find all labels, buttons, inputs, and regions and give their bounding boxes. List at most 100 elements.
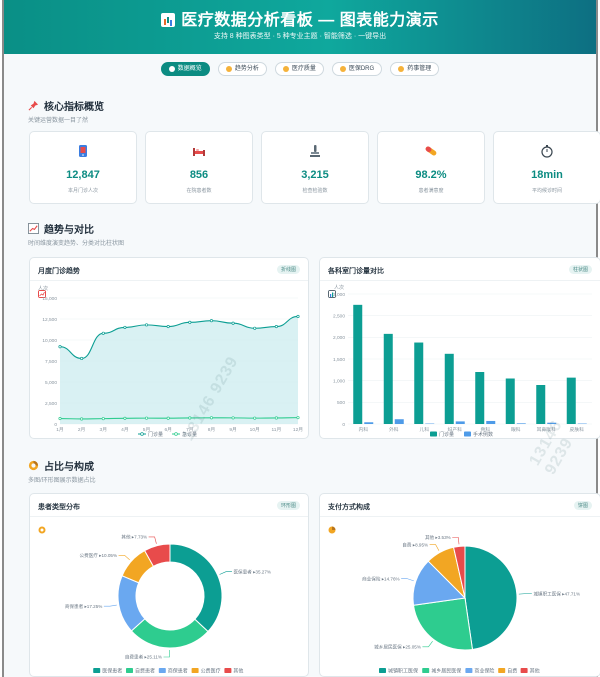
data-point [253, 326, 257, 330]
chart-type-tag[interactable]: 饼图 [573, 501, 592, 510]
bar [536, 385, 546, 424]
chart-type-tag[interactable]: 环形图 [276, 501, 300, 510]
data-point [123, 325, 127, 329]
legend-label: 手术例数 [473, 431, 493, 438]
tab-quality[interactable]: 医疗质量 [274, 62, 324, 76]
kpi-label: 本月门诊人次 [67, 188, 98, 194]
data-point [123, 416, 127, 420]
data-point [58, 416, 62, 421]
pie-slice [169, 543, 223, 633]
bar [414, 342, 424, 424]
label-leader [452, 537, 460, 545]
section-title-core: 核心指标概览 [28, 98, 104, 113]
data-point [231, 416, 235, 420]
kpi-label: 平均候诊时间 [531, 188, 562, 194]
label-leader [422, 641, 433, 648]
y-tick-label: 0 [342, 422, 345, 428]
y-tick-label: 2,500 [333, 313, 345, 319]
legend-swatch [422, 668, 430, 673]
legend-swatch [430, 431, 437, 437]
tab-label: 药事管理 [407, 66, 432, 72]
panel-department-bar: 各科室门诊量对比 柱状图 人次 0 500 1,000 1,500 2,000 2,500 3… [319, 257, 600, 439]
panel-divider [30, 280, 308, 281]
legend-swatch [158, 668, 166, 673]
data-point [144, 323, 149, 327]
kpi-label: 检查检验数 [302, 188, 328, 194]
panel-patient-type: 患者类型分布 环形图 医保患者 ▸35.27% 自费患者 ▸25.11% 商保患者 … [29, 493, 309, 677]
x-tick-label: 皮肤科 [570, 426, 585, 433]
y-tick-label: 15,000 [42, 296, 57, 302]
data-point [101, 331, 105, 335]
legend-swatch [520, 668, 528, 673]
legend-swatch [498, 668, 506, 673]
y-tick-label: 12,500 [42, 317, 57, 323]
x-tick-label: 5月 [143, 427, 150, 433]
data-point [188, 320, 192, 324]
line-chart: 人次 0 2,500 5,000 7,500 10,000 12,500 15,000 1月 2月… [38, 285, 303, 438]
chart-type-tag[interactable]: 柱状图 [568, 265, 592, 274]
tab-overview[interactable]: 数据概览 [160, 62, 210, 76]
chart-type-tag[interactable]: 折线图 [276, 265, 300, 274]
bar [444, 353, 454, 424]
panel-divider [320, 280, 600, 281]
data-point [144, 416, 149, 420]
panel-title: 支付方式构成 [328, 502, 370, 534]
label-leader [163, 649, 170, 658]
data-point [296, 416, 300, 420]
kpi-value: 18min [531, 169, 563, 181]
data-point [296, 314, 300, 319]
kpi-card-inpatient: 856 在院患者数 [145, 131, 253, 204]
microscope-icon [310, 145, 320, 157]
kpi-label: 在院患者数 [186, 188, 212, 194]
series-area [60, 316, 298, 424]
kpi-card-wait-time: 18min 平均候诊时间 [493, 131, 600, 204]
slice-label: 商业保险 ▸14.76% [362, 575, 400, 582]
data-point [80, 417, 84, 421]
pie-slice [143, 543, 171, 567]
label-leader [219, 571, 232, 575]
x-tick-label: 10月 [250, 427, 260, 433]
tab-label: 数据概览 [177, 66, 202, 72]
page-title: 医疗数据分析看板 — 图表能力演示 [4, 6, 596, 30]
bar [547, 422, 557, 424]
legend-swatch [224, 668, 232, 673]
label-leader [148, 536, 157, 544]
panel-divider [320, 516, 600, 517]
section-title-text: 趋势与对比 [44, 225, 94, 236]
tab-drg[interactable]: 医保DRG [331, 62, 383, 76]
panel-title: 月度门诊趋势 [38, 266, 80, 298]
kpi-row: 12,847 本月门诊人次 856 在院患者数 3,215 检查检验数 98.2… [29, 131, 600, 204]
legend-marker [140, 432, 144, 436]
kpi-card-satisfaction: 98.2% 患者满意度 [377, 131, 485, 204]
x-tick-label: 2月 [78, 427, 85, 433]
pie-chart: 城镇职工医保 ▸47.71% 城乡居民医保 ▸25.05% 商业保险 ▸14.76%… [362, 534, 580, 674]
legend-swatch [93, 668, 101, 673]
nav-tabs: 数据概览 趋势分析 医疗质量 医保DRG 药事管理 [4, 62, 596, 76]
tab-trend[interactable]: 趋势分析 [217, 62, 267, 76]
legend-swatch [465, 668, 473, 673]
kpi-card-exams: 3,215 检查检验数 [261, 131, 369, 204]
data-point [209, 319, 214, 323]
section-title-text: 占比与构成 [44, 462, 94, 473]
slice-label: 城乡居民医保 ▸25.05% [374, 644, 421, 651]
kpi-value: 12,847 [66, 169, 100, 181]
dashboard-icon [168, 66, 175, 72]
panel-monthly-trend: 月度门诊趋势 折线图 人次 0 2,500 5,000 7,500 10,000 12,50… [29, 257, 309, 439]
tab-pharmacy[interactable]: 药事管理 [390, 62, 440, 76]
pill-icon [425, 146, 437, 156]
series-line [59, 417, 299, 420]
x-tick-label: 骨科 [480, 426, 490, 433]
data-point [209, 416, 214, 420]
panel-payment-method: 支付方式构成 饼图 城镇职工医保 ▸47.71% 城乡居民医保 ▸25.05% 商业… [319, 493, 600, 677]
bar [383, 333, 393, 424]
y-tick-label: 2,000 [333, 335, 345, 341]
bar [475, 372, 485, 424]
pie-chart-icon [328, 526, 336, 534]
legend-swatch [191, 668, 199, 673]
y-tick-label: 10,000 [42, 338, 57, 344]
panel-title: 各科室门诊量对比 [328, 266, 384, 298]
chart-logo-icon [161, 13, 176, 27]
y-axis-label: 人次 [334, 284, 344, 291]
x-tick-label: 儿科 [419, 426, 429, 433]
page-header: 医疗数据分析看板 — 图表能力演示 支持 8 种图表类型 · 5 种专业主题 ·… [4, 0, 596, 54]
